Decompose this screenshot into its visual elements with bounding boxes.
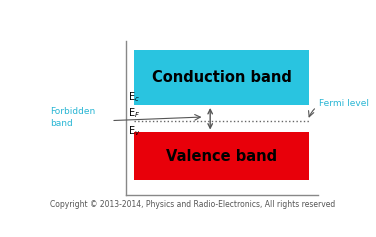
Bar: [135, 132, 309, 180]
Bar: [135, 50, 309, 105]
Text: Fermi level: Fermi level: [320, 99, 370, 108]
Text: Conduction band: Conduction band: [152, 70, 292, 85]
Text: E$_F$: E$_F$: [128, 106, 140, 120]
Text: E$_v$: E$_v$: [128, 124, 140, 138]
Text: Forbidden
band: Forbidden band: [50, 107, 95, 128]
Text: E$_c$: E$_c$: [128, 90, 140, 104]
Text: Copyright © 2013-2014, Physics and Radio-Electronics, All rights reserved: Copyright © 2013-2014, Physics and Radio…: [50, 200, 335, 209]
Text: Valence band: Valence band: [166, 149, 277, 164]
